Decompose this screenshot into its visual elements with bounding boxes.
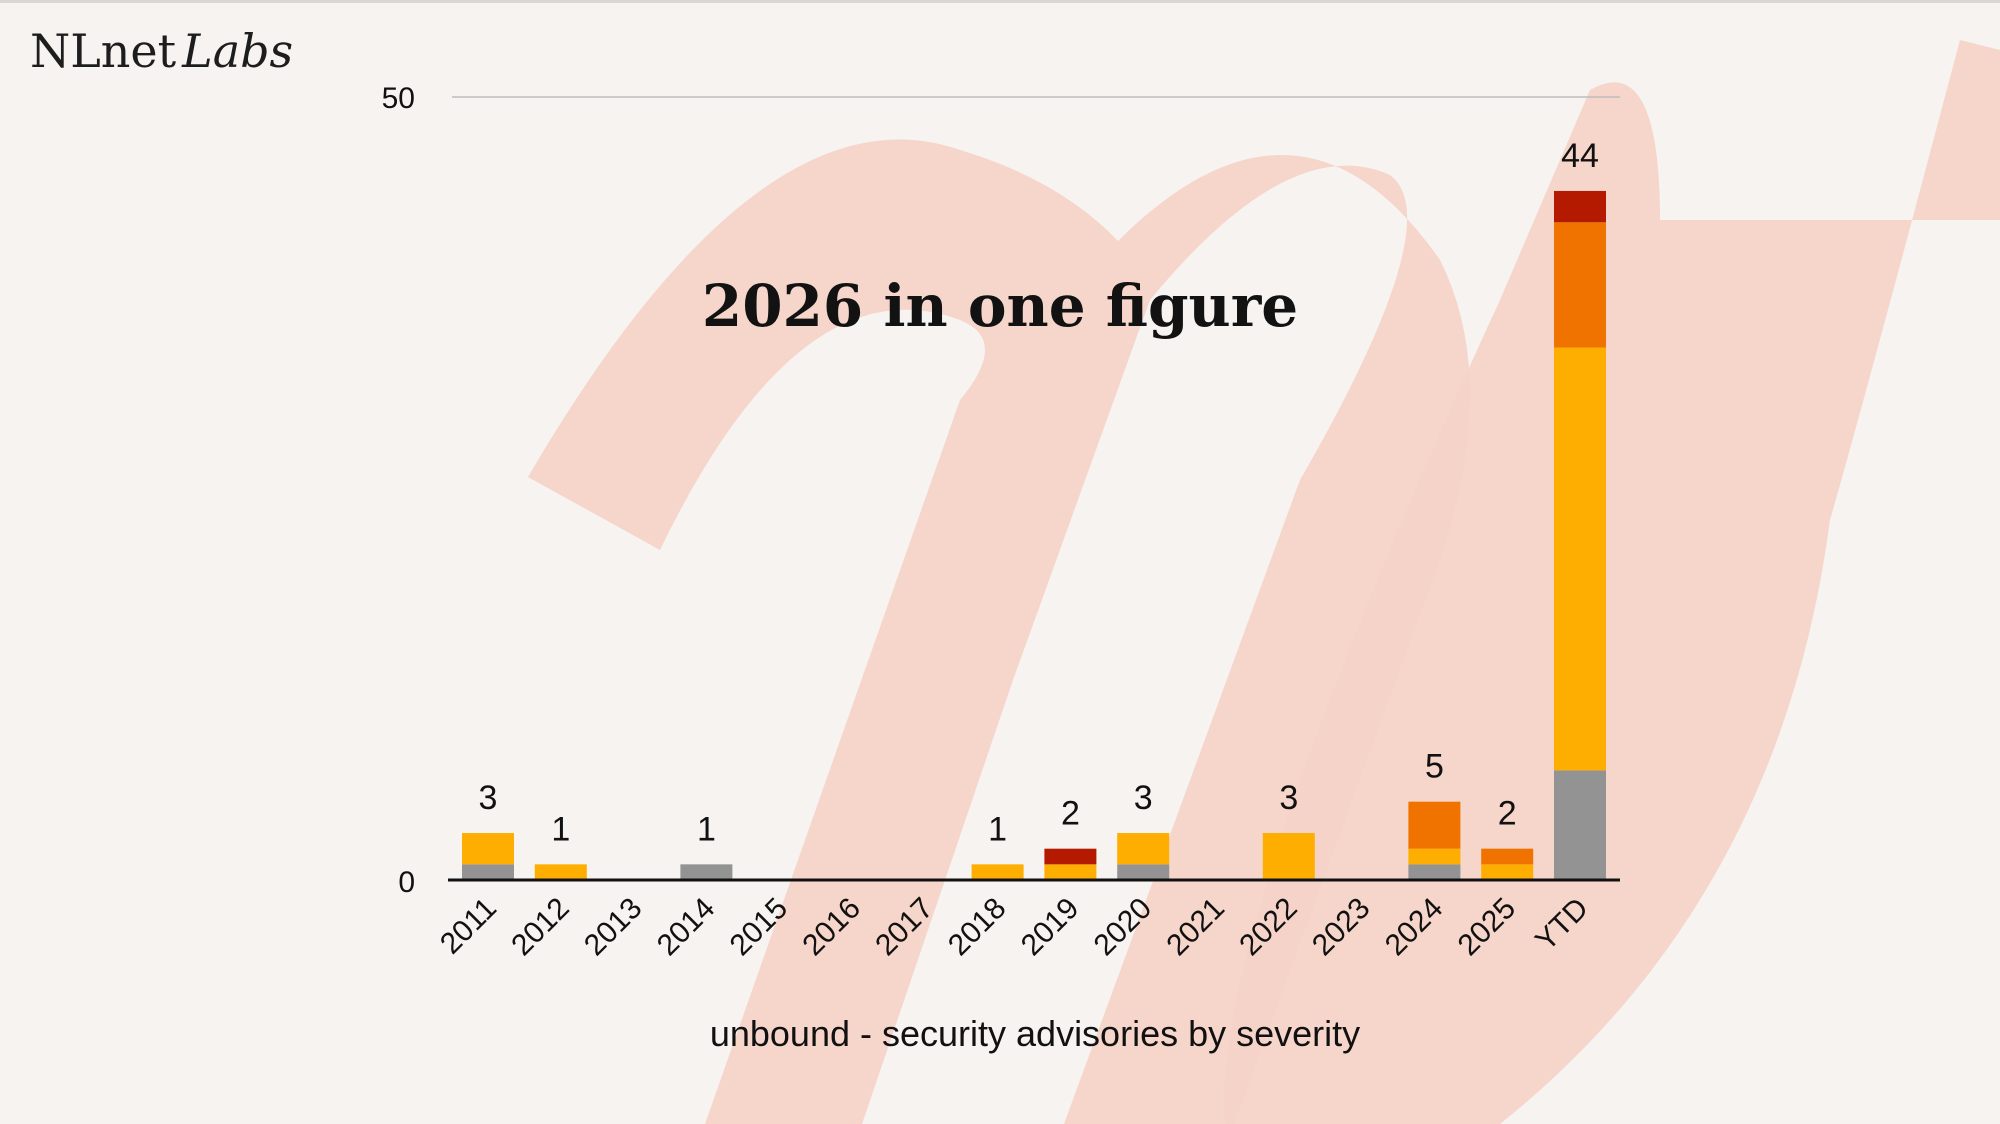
bar-segment bbox=[1044, 848, 1097, 865]
x-tick-label: 2012 bbox=[505, 892, 576, 963]
logo-suffix: Labs bbox=[182, 24, 294, 78]
bar-total-label: 3 bbox=[1134, 779, 1153, 817]
bar-segment bbox=[1554, 770, 1606, 880]
bar-total-label: 2 bbox=[1498, 795, 1517, 833]
bar-segment bbox=[1481, 864, 1534, 880]
bar-total-label: 3 bbox=[479, 779, 498, 817]
y-tick-label: 50 bbox=[382, 82, 415, 115]
watermark-logo-shape bbox=[528, 139, 1470, 1124]
bar-segment bbox=[680, 864, 733, 880]
bar-segment bbox=[1408, 848, 1461, 865]
top-rule bbox=[0, 0, 2000, 3]
bar-segment bbox=[1408, 801, 1461, 849]
logo-brand: NLnet bbox=[30, 24, 177, 78]
x-tick-label: 2011 bbox=[434, 892, 503, 961]
bar-total-label: 3 bbox=[1279, 779, 1298, 817]
x-axis-label: unbound - security advisories by severit… bbox=[710, 1013, 1360, 1054]
bar-total-label: 1 bbox=[697, 810, 716, 848]
x-tick-label: 2013 bbox=[578, 892, 649, 963]
x-tick-label: 2018 bbox=[942, 892, 1013, 963]
total-label-layer: 3 1 1 1 2 3 3 5 2 44 bbox=[479, 137, 1599, 848]
bar-total-label: 1 bbox=[988, 810, 1007, 848]
bar-segment bbox=[462, 864, 514, 880]
x-tick-label: 2019 bbox=[1015, 892, 1086, 963]
bar-segment bbox=[534, 864, 587, 880]
bar-segment bbox=[1117, 833, 1170, 865]
bar-segment bbox=[1262, 833, 1315, 880]
bar-segment bbox=[462, 833, 514, 865]
slide-title: 2026 in one figure bbox=[701, 272, 1299, 340]
bar-segment bbox=[1117, 864, 1170, 880]
bar-segment bbox=[971, 864, 1024, 880]
x-tick-label: 2014 bbox=[651, 892, 722, 963]
bar-segment bbox=[1554, 190, 1606, 223]
bar-layer bbox=[462, 190, 1606, 880]
bar-segment bbox=[1408, 864, 1461, 880]
bar-total-label: 5 bbox=[1425, 748, 1444, 786]
bar-total-label: 2 bbox=[1061, 795, 1080, 833]
bar-segment bbox=[1044, 864, 1097, 880]
bar-total-label: 1 bbox=[551, 810, 570, 848]
bar-total-label: 44 bbox=[1561, 137, 1599, 175]
nlnet-labs-logo: NLnet Labs bbox=[30, 24, 293, 78]
bar-segment bbox=[1554, 347, 1606, 771]
y-tick-label: 0 bbox=[398, 866, 415, 899]
bar-segment bbox=[1481, 848, 1534, 865]
bar-segment bbox=[1554, 222, 1606, 348]
